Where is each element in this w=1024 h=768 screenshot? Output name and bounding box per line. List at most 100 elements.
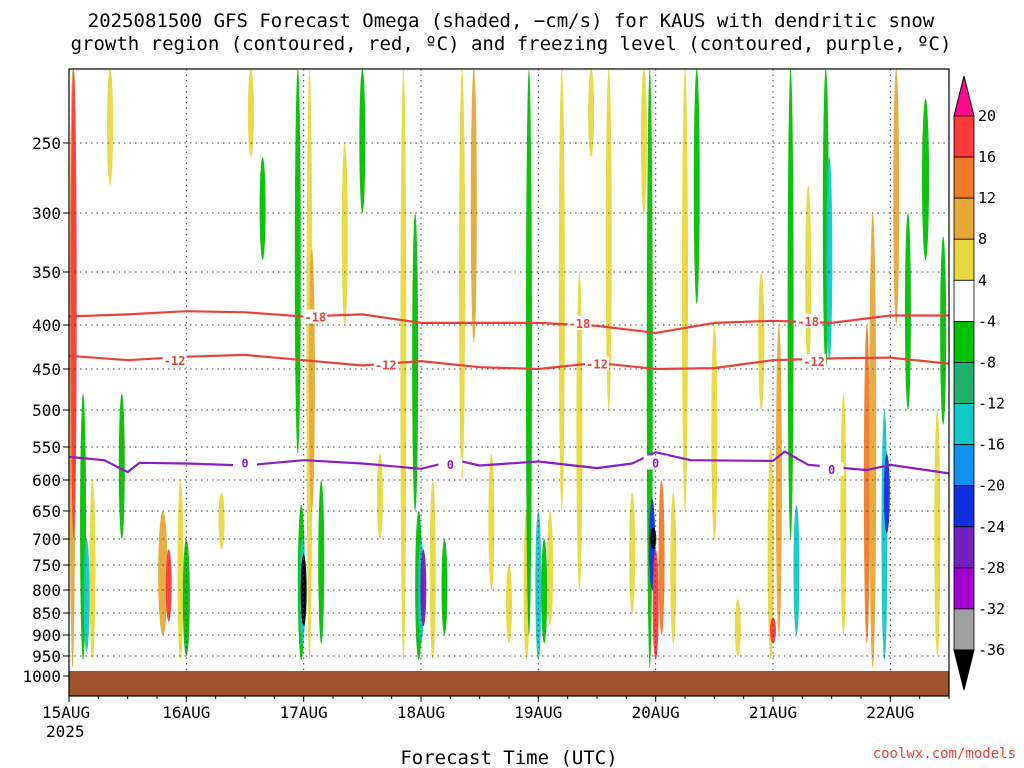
- x-tick-label: 22AUG: [866, 703, 914, 722]
- contour-label: 0: [447, 458, 454, 472]
- colorbar-swatch: [953, 197, 975, 240]
- y-tick-label: 350: [32, 263, 61, 282]
- y-tick-label: 750: [32, 556, 61, 575]
- chart-title: 2025081500 GFS Forecast Omega (shaded, −…: [88, 10, 935, 32]
- ground-terrain: [69, 671, 949, 696]
- colorbar-tick-label: -8: [978, 353, 996, 371]
- colorbar-tick-label: -32: [978, 600, 1005, 618]
- omega-shade-blob: [294, 69, 301, 454]
- omega-shade-blob: [588, 69, 595, 157]
- omega-shade-blob: [869, 213, 877, 668]
- colorbar-swatch: [953, 403, 975, 446]
- plot-area: -18 -18 -18 -12 -12 -12 -12 0 0 0 0: [69, 69, 949, 696]
- omega-shade-blob: [376, 453, 383, 539]
- x-axis: 15AUG 16AUG 17AUG 18AUG 19AUG 20AUG 21AUG 22AUG: [42, 696, 950, 722]
- omega-shade-blob: [420, 549, 427, 627]
- y-tick-label: 550: [32, 438, 61, 457]
- omega-shade-blob: [89, 480, 96, 660]
- omega-shade-blob: [652, 549, 659, 660]
- colorbar-tick-label: -16: [978, 436, 1005, 454]
- colorbar-swatch: [953, 444, 975, 487]
- omega-shade-blob: [441, 539, 448, 635]
- x-tick-label: 18AUG: [397, 703, 445, 722]
- omega-shade-blob: [863, 325, 870, 644]
- omega-shade-blob: [793, 504, 800, 635]
- x-axis-label: Forecast Time (UTC): [400, 747, 617, 768]
- y-tick-label: 500: [32, 401, 61, 420]
- contour-label: 0: [652, 457, 659, 471]
- omega-shade-blob: [893, 69, 900, 325]
- colorbar-swatch: [953, 156, 975, 199]
- omega-shade-blob: [308, 248, 315, 511]
- contours: -18 -18 -18 -12 -12 -12 -12 0 0 0 0: [69, 309, 949, 477]
- omega-shade-blob: [787, 69, 794, 539]
- y-tick-label: 800: [32, 581, 61, 600]
- omega-shade-blob: [165, 549, 172, 622]
- colorbar-swatch: [953, 238, 975, 281]
- colorbar-tick-label: 20: [978, 107, 996, 125]
- omega-shade-blob: [300, 554, 307, 627]
- contour-label: -18: [797, 315, 819, 329]
- omega-shade-blob: [247, 69, 254, 157]
- colorbar-swatch: [953, 567, 975, 610]
- x-tick-label: 19AUG: [514, 703, 562, 722]
- omega-shade-blob: [488, 453, 495, 590]
- omega-shade-blob: [682, 69, 688, 511]
- omega-shade-blob: [359, 69, 366, 213]
- omega-shade-blob: [459, 69, 466, 480]
- x-tick-label: 15AUG: [42, 703, 90, 722]
- omega-shade-blob: [734, 599, 741, 656]
- colorbar-tick-label: -36: [978, 641, 1005, 659]
- omega-shade-blob: [558, 69, 565, 511]
- contour-label: -12: [803, 355, 825, 369]
- colorbar-arrow-bottom: [953, 649, 975, 691]
- omega-shade-blob: [922, 98, 930, 261]
- contour-label: -18: [569, 317, 591, 331]
- x-tick-label: 20AUG: [632, 703, 680, 722]
- omega-shade-blob: [470, 69, 477, 343]
- x-tick-label: 21AUG: [749, 703, 797, 722]
- y-tick-label: 250: [32, 134, 61, 153]
- colorbar-tick-label: -28: [978, 559, 1005, 577]
- omega-shade-blob: [259, 157, 266, 261]
- omega-shade-blob: [547, 510, 554, 627]
- omega-shade-blob: [767, 447, 774, 660]
- omega-shade-blob: [218, 492, 225, 550]
- y-tick-label: 650: [32, 502, 61, 521]
- colorbar-swatch: [953, 485, 975, 528]
- omega-shade-blob: [670, 492, 677, 644]
- contour-label: -18: [305, 311, 327, 325]
- chart-subtitle: growth region (contoured, red, ºC) and f…: [71, 33, 952, 55]
- x-year-label: 2025: [46, 722, 85, 741]
- x-tick-label: 17AUG: [280, 703, 328, 722]
- colorbar: 20 16 12 8 4 -4 -8 -12 -16 -20 -24 -28 -32 -36: [953, 75, 1005, 691]
- omega-shade-blob: [904, 213, 911, 410]
- colorbar-tick-label: 4: [978, 271, 987, 289]
- contour-label: -12: [375, 358, 397, 372]
- omega-shade-blob: [940, 236, 947, 425]
- omega-shade-blob: [70, 69, 77, 539]
- y-tick-label: 300: [32, 204, 61, 223]
- colorbar-tick-label: -4: [978, 312, 996, 330]
- omega-shade-blob: [118, 393, 125, 539]
- colorbar-tick-label: 8: [978, 230, 987, 248]
- omega-shade-blob: [525, 69, 532, 635]
- omega-shade-blob: [341, 143, 348, 325]
- omega-shade-blob: [693, 69, 700, 304]
- colorbar-swatch: [953, 362, 975, 404]
- omega-shade-blob: [629, 492, 636, 613]
- x-tick-label: 16AUG: [162, 703, 210, 722]
- omega-shade-blob: [535, 511, 542, 660]
- y-tick-label: 450: [32, 360, 61, 379]
- contour-label: 0: [241, 457, 248, 471]
- omega-shade-blob: [840, 393, 847, 635]
- colorbar-tick-label: -12: [978, 395, 1005, 413]
- colorbar-tick-label: -20: [978, 477, 1005, 495]
- omega-shade-blob: [758, 272, 765, 410]
- colorbar-swatch: [953, 526, 975, 569]
- colorbar-swatch: [953, 608, 975, 651]
- omega-shade-blob: [318, 480, 325, 644]
- omega-shade-blob: [826, 157, 833, 361]
- y-tick-label: 850: [32, 604, 61, 623]
